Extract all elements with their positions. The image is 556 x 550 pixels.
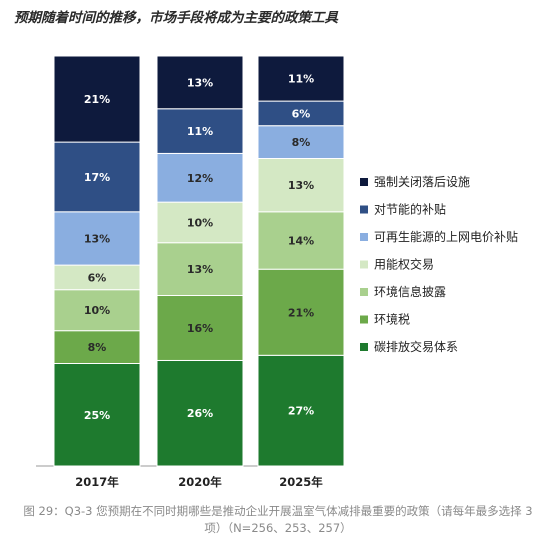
- chart-title: 预期随着时间的推移，市场手段将成为主要的政策工具: [14, 10, 338, 26]
- bar-segment: [257, 55, 345, 102]
- legend-label: 可再生能源的上网电价补贴: [374, 229, 518, 244]
- x-tick-label: 2017年: [75, 475, 119, 489]
- legend-label: 碳排放交易体系: [374, 339, 458, 354]
- bar-segment: [257, 268, 345, 356]
- bar-segment: [156, 152, 244, 203]
- x-tick-label: 2025年: [279, 475, 323, 489]
- data-label: 13%: [187, 76, 213, 89]
- bar-segment: [53, 363, 141, 467]
- data-label: 11%: [187, 125, 213, 138]
- bar-segment: [53, 55, 141, 143]
- data-label: 8%: [292, 136, 311, 149]
- legend: 强制关闭落后设施对节能的补贴可再生能源的上网电价补贴用能权交易环境信息披露环境税…: [360, 175, 518, 354]
- bar-segment: [257, 158, 345, 213]
- bar-segment: [156, 295, 244, 361]
- legend-swatch: [360, 315, 368, 324]
- data-label: 14%: [288, 235, 314, 248]
- data-label: 6%: [292, 107, 311, 120]
- bar-segment: [156, 55, 244, 110]
- bar-segment: [257, 211, 345, 270]
- bar-segment: [53, 289, 141, 332]
- stacked-bar-chart: 25% 8% 10% 6% 13% 17% 21% 26% 16% 13% 10% 12% 11% 13%…: [36, 55, 518, 489]
- data-label: 13%: [84, 232, 110, 245]
- data-label: 13%: [187, 263, 213, 276]
- bar-segment: [53, 211, 141, 266]
- bar-segment: [156, 359, 244, 467]
- bar-segment: [53, 264, 141, 291]
- data-label: 17%: [84, 171, 110, 184]
- legend-swatch: [360, 205, 368, 214]
- legend-swatch: [360, 288, 368, 296]
- bar-segment: [156, 201, 244, 244]
- data-label: 25%: [84, 409, 110, 422]
- x-tick-label: 2020年: [178, 475, 222, 489]
- legend-label: 对节能的补贴: [374, 202, 446, 217]
- legend-label: 环境税: [374, 312, 410, 327]
- data-label: 10%: [187, 216, 213, 229]
- bar-segment: [257, 125, 345, 159]
- legend-swatch: [360, 178, 368, 186]
- bar-segment: [53, 330, 141, 365]
- data-label: 21%: [84, 93, 110, 106]
- x-axis-labels: 2017年 2020年 2025年: [75, 475, 323, 489]
- legend-label: 强制关闭落后设施: [374, 175, 470, 189]
- legend-swatch: [360, 343, 368, 351]
- bar-stacks: 25% 8% 10% 6% 13% 17% 21% 26% 16% 13% 10% 12% 11% 13%…: [53, 55, 345, 467]
- figure-caption: 图 29：Q3-3 您预期在不同时期哪些是推动企业开展温室气体减排最重要的政策（…: [23, 504, 533, 535]
- legend-swatch: [360, 260, 368, 269]
- data-label: 26%: [187, 407, 213, 420]
- bar-segment: [53, 141, 141, 213]
- bar-segment: [156, 242, 244, 297]
- data-label: 21%: [288, 306, 314, 319]
- data-label: 11%: [288, 73, 314, 86]
- data-label: 12%: [187, 172, 213, 185]
- data-label: 8%: [88, 341, 107, 354]
- bar-segment: [257, 354, 345, 467]
- legend-label: 环境信息披露: [374, 284, 446, 299]
- bar-segment: [156, 108, 244, 154]
- data-label: 6%: [88, 271, 107, 284]
- data-label: 16%: [187, 322, 213, 335]
- legend-swatch: [360, 233, 368, 241]
- data-label: 10%: [84, 304, 110, 317]
- data-label: 13%: [288, 179, 314, 192]
- data-label: 27%: [288, 405, 314, 418]
- legend-label: 用能权交易: [374, 257, 434, 272]
